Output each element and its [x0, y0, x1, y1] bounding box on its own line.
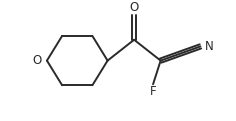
Text: O: O — [33, 54, 42, 67]
Text: O: O — [130, 1, 139, 14]
Text: N: N — [205, 40, 213, 53]
Text: F: F — [150, 85, 156, 98]
